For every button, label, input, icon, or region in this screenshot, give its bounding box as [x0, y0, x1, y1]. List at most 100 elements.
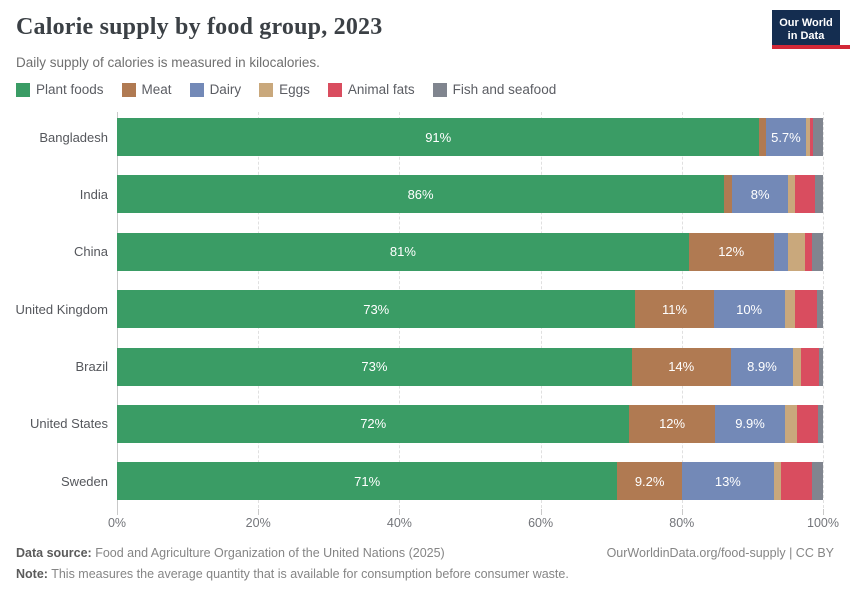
- bar-segment-meat[interactable]: 12%: [629, 404, 715, 443]
- x-axis-tick-label-20: 20%: [245, 516, 271, 530]
- legend-swatch-icon: [16, 82, 30, 97]
- legend-swatch-icon: [121, 82, 136, 97]
- segment-value-label: 11%: [662, 301, 688, 317]
- bar-segment-plant-foods[interactable]: 86%: [117, 175, 725, 214]
- bar-segment-plant-foods[interactable]: 91%: [117, 118, 760, 156]
- bar-segment-eggs[interactable]: [788, 175, 795, 214]
- bar-segment-dairy[interactable]: 13%: [682, 462, 774, 501]
- owid-logo-accent-bar: [772, 45, 850, 49]
- table-row: China 81% 12%: [0, 232, 850, 271]
- stacked-bar-china: 81% 12%: [117, 232, 823, 271]
- stacked-bar-united-states: 72% 12% 9.9%: [117, 404, 823, 443]
- data-source-label: Data source:: [16, 546, 92, 560]
- legend-item-meat[interactable]: Meat: [121, 82, 172, 97]
- legend-item-animal-fats[interactable]: Animal fats: [327, 82, 415, 97]
- x-axis-tick-label-40: 40%: [386, 516, 412, 530]
- bar-segment-animal-fats[interactable]: [780, 462, 813, 501]
- bar-segment-meat[interactable]: 11%: [635, 290, 714, 329]
- table-row: Bangladesh 91% 5.7%: [0, 118, 850, 156]
- owid-logo-line2: in Data: [787, 29, 825, 42]
- country-label-sweden: Sweden: [61, 473, 108, 489]
- bar-segment-dairy[interactable]: 9.9%: [714, 404, 786, 443]
- bar-segment-fish-and-seafood[interactable]: [819, 347, 823, 386]
- segment-value-label: 81%: [389, 244, 416, 260]
- chart-subtitle: Daily supply of calories is measured in …: [16, 55, 320, 70]
- segment-value-label: 73%: [361, 359, 388, 375]
- stacked-bar-united-kingdom: 73% 11% 10%: [117, 290, 823, 329]
- bar-segment-fish-and-seafood[interactable]: [816, 290, 823, 329]
- bar-segment-eggs[interactable]: [784, 290, 795, 329]
- bar-segment-animal-fats[interactable]: [794, 290, 817, 329]
- bar-segment-meat[interactable]: 14%: [631, 347, 731, 386]
- segment-value-label: 13%: [714, 473, 741, 489]
- segment-value-label: 91%: [425, 129, 452, 145]
- stacked-bar-brazil: 73% 14% 8.9%: [117, 347, 823, 386]
- stacked-bar-bangladesh: 91% 5.7%: [117, 118, 823, 156]
- legend-label: Animal fats: [347, 82, 415, 97]
- country-label-china: China: [74, 244, 108, 260]
- legend-swatch-icon: [189, 82, 204, 97]
- country-label-india: India: [79, 186, 108, 202]
- owid-link[interactable]: OurWorldinData.org/food-supply | CC BY: [606, 546, 834, 560]
- bar-segment-animal-fats[interactable]: [794, 175, 815, 214]
- data-source: Data source: Food and Agriculture Organi…: [16, 546, 445, 560]
- bar-segment-meat[interactable]: [724, 175, 732, 214]
- table-row: United States 72% 12% 9.9%: [0, 404, 850, 443]
- legend-item-eggs[interactable]: Eggs: [259, 82, 310, 97]
- bar-segment-eggs[interactable]: [773, 462, 781, 501]
- legend-item-plant-foods[interactable]: Plant foods: [16, 82, 104, 97]
- chart-footer: Data source: Food and Agriculture Organi…: [16, 546, 834, 581]
- bar-segment-animal-fats[interactable]: [810, 118, 814, 156]
- segment-value-label: 5.7%: [771, 129, 801, 145]
- x-axis-tick-label-60: 60%: [528, 516, 554, 530]
- legend-swatch-icon: [327, 82, 342, 97]
- segment-value-label: 12%: [659, 416, 686, 432]
- bar-segment-fish-and-seafood[interactable]: [812, 232, 823, 271]
- bar-segment-plant-foods[interactable]: 73%: [117, 290, 636, 329]
- segment-value-label: 12%: [718, 244, 745, 260]
- legend-item-dairy[interactable]: Dairy: [189, 82, 242, 97]
- bar-segment-dairy[interactable]: 8.9%: [730, 347, 794, 386]
- segment-value-label: 86%: [407, 186, 434, 202]
- bar-segment-fish-and-seafood[interactable]: [813, 118, 823, 156]
- segment-value-label: 72%: [360, 416, 387, 432]
- bar-segment-fish-and-seafood[interactable]: [817, 404, 823, 443]
- bar-segment-dairy[interactable]: 8%: [731, 175, 789, 214]
- bar-segment-meat[interactable]: 9.2%: [617, 462, 683, 501]
- x-axis-tick-label-0: 0%: [107, 516, 127, 530]
- bar-segment-dairy[interactable]: [773, 232, 788, 271]
- axis-tick-40: [399, 509, 401, 515]
- axis-tick-60: [540, 509, 542, 515]
- bar-segment-fish-and-seafood[interactable]: [814, 175, 823, 214]
- x-axis: 0% 20% 40% 60% 80% 100%: [108, 516, 839, 532]
- bar-segment-animal-fats[interactable]: [796, 404, 818, 443]
- bar-segment-plant-foods[interactable]: 72%: [117, 404, 630, 443]
- gridline-100: [823, 112, 824, 508]
- bar-segment-plant-foods[interactable]: 71%: [117, 462, 618, 501]
- bar-segment-animal-fats[interactable]: [805, 232, 813, 271]
- page-title: Calorie supply by food group, 2023: [16, 14, 383, 40]
- legend-label: Eggs: [279, 82, 310, 97]
- bar-segment-eggs[interactable]: [793, 347, 802, 386]
- bar-segment-dairy[interactable]: 10%: [713, 290, 785, 329]
- bar-segment-fish-and-seafood[interactable]: [812, 462, 823, 501]
- bar-segment-plant-foods[interactable]: 81%: [117, 232, 689, 271]
- legend: Plant foods Meat Dairy Eggs Animal fats Fish …: [16, 82, 556, 97]
- bar-segment-eggs[interactable]: [785, 404, 797, 443]
- legend-item-fish-and-seafood[interactable]: Fish and seafood: [432, 82, 556, 97]
- owid-logo-line1: Our World: [779, 16, 833, 29]
- legend-label: Dairy: [209, 82, 242, 97]
- owid-logo[interactable]: Our World in Data: [772, 10, 850, 49]
- bar-segment-dairy[interactable]: 5.7%: [765, 118, 807, 156]
- bar-segment-eggs[interactable]: [787, 232, 806, 271]
- axis-tick-0: [117, 509, 118, 515]
- bar-segment-meat[interactable]: 12%: [688, 232, 774, 271]
- bar-segment-meat[interactable]: [759, 118, 766, 156]
- table-row: Sweden 71% 9.2% 13%: [0, 462, 850, 501]
- note-label: Note:: [16, 567, 48, 581]
- bar-segment-eggs[interactable]: [806, 118, 811, 156]
- bar-segment-plant-foods[interactable]: 73%: [117, 347, 632, 386]
- bar-segment-animal-fats[interactable]: [801, 347, 820, 386]
- legend-swatch-icon: [259, 82, 274, 97]
- segment-value-label: 9.2%: [634, 473, 665, 489]
